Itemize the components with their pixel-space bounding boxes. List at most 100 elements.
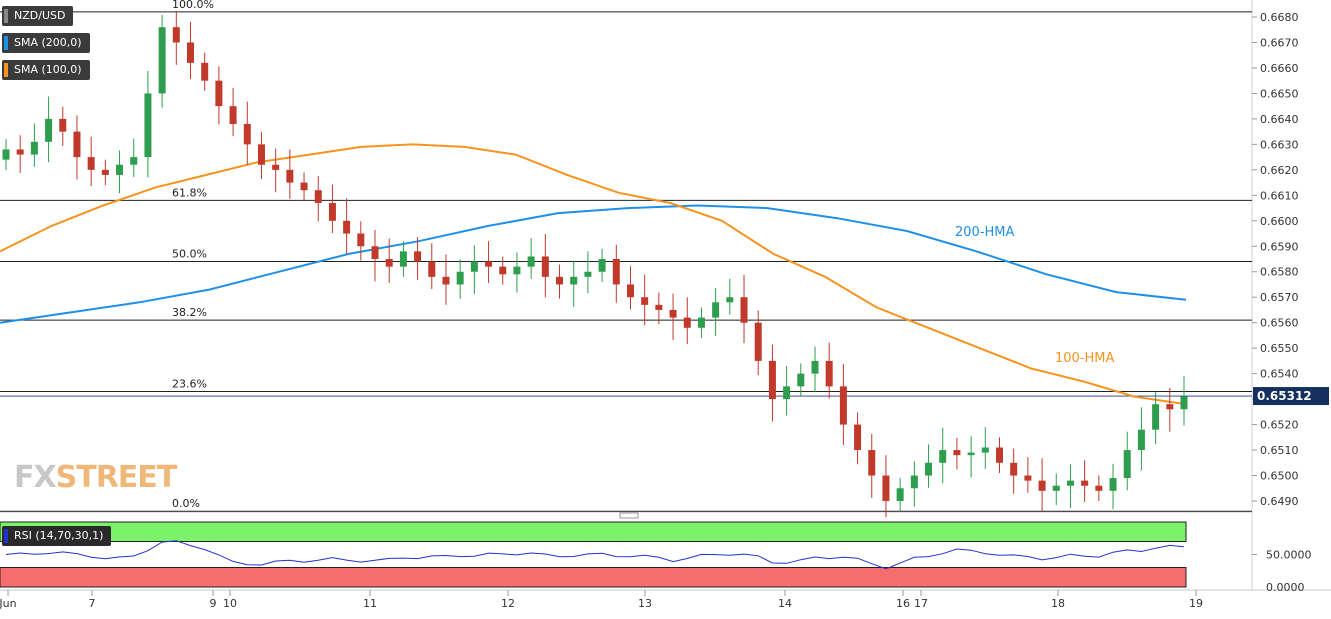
fib-level-label: 38.2% — [172, 306, 207, 319]
price-tick-label: 0.6520 — [1260, 419, 1299, 432]
price-tick-label: 0.6500 — [1260, 470, 1299, 483]
candle-body — [399, 251, 407, 267]
candle-body — [1152, 404, 1160, 430]
candle-body — [541, 256, 549, 277]
candle-body — [16, 149, 24, 155]
candle-body — [740, 297, 748, 323]
time-tick-label: 14 — [778, 597, 792, 610]
sma200-swatch — [4, 36, 8, 50]
candle-body — [1038, 480, 1046, 491]
symbol-tag[interactable]: NZD/USD — [2, 6, 74, 26]
price-tick-label: 0.6510 — [1260, 444, 1299, 457]
hma200-line — [0, 204, 1187, 324]
rsi-overbought-zone — [0, 521, 1187, 542]
candle-body — [683, 317, 691, 328]
rsi-tick-label: 0.0000 — [1266, 581, 1305, 594]
candle-body — [328, 202, 336, 221]
fxstreet-logo: FXSTREET — [14, 460, 177, 495]
candle-body — [343, 220, 351, 234]
candle-body — [257, 144, 265, 165]
candle-body — [882, 475, 890, 501]
candle-body — [2, 149, 10, 160]
candle-body — [641, 297, 649, 305]
rsi-label: RSI (14,70,30,1) — [14, 529, 104, 542]
candle-body — [144, 93, 152, 158]
candle-body — [101, 169, 109, 175]
candle-body — [896, 488, 904, 501]
candle-body — [697, 317, 705, 328]
current-price-badge — [1253, 387, 1329, 406]
candle-body — [59, 118, 67, 132]
candle-body — [385, 259, 393, 267]
symbol-swatch — [4, 9, 8, 23]
candle-body — [910, 475, 918, 489]
price-tick-label: 0.6600 — [1260, 215, 1299, 228]
rsi-swatch — [4, 529, 8, 543]
rsi-tick-label: 50.0000 — [1266, 549, 1312, 562]
candle-body — [967, 452, 975, 456]
sma200-tag[interactable]: SMA (200,0) — [2, 33, 90, 53]
price-tick-label: 0.6540 — [1260, 368, 1299, 381]
price-tick-label: 0.6560 — [1260, 317, 1299, 330]
sma100-swatch — [4, 63, 8, 77]
candle-body — [1081, 480, 1089, 486]
candle-body — [868, 450, 876, 476]
fib-level-label: 0.0% — [172, 497, 200, 510]
candle-body — [570, 276, 578, 285]
candle-body — [300, 182, 308, 191]
candles-group — [2, 10, 1188, 518]
candle-body — [925, 462, 933, 476]
candle-body — [939, 450, 947, 463]
candle-body — [783, 386, 791, 400]
candle-body — [1109, 478, 1117, 491]
candle-body — [839, 386, 847, 425]
candle-body — [1137, 429, 1145, 451]
time-tick-label: 11 — [363, 597, 377, 610]
candle-body — [456, 271, 464, 285]
candle-body — [243, 123, 251, 145]
candle-body — [754, 322, 762, 361]
candle-body — [1066, 480, 1074, 486]
candle-body — [1123, 450, 1131, 479]
candle-body — [428, 261, 436, 277]
candle-body — [669, 309, 677, 318]
price-tick-label: 0.6650 — [1260, 87, 1299, 100]
candle-body — [215, 80, 223, 107]
time-tick-label: 10 — [223, 597, 237, 610]
hma100-label: 100-HMA — [1055, 351, 1114, 366]
candle-body — [712, 302, 720, 318]
candle-body — [272, 164, 280, 170]
candle-body — [45, 118, 53, 142]
candle-body — [172, 27, 180, 43]
symbol-label: NZD/USD — [14, 9, 66, 22]
sma100-tag[interactable]: SMA (100,0) — [2, 60, 90, 80]
candle-body — [314, 190, 322, 203]
candle-body — [158, 27, 166, 94]
candle-body — [995, 447, 1003, 463]
time-tick-label: 9 — [210, 597, 217, 610]
fib-level-label: 100.0% — [172, 0, 214, 11]
candle-body — [1180, 396, 1188, 410]
candle-body — [73, 131, 81, 158]
rsi-tag[interactable]: RSI (14,70,30,1) — [2, 526, 112, 546]
candle-body — [286, 169, 294, 183]
candle-body — [1095, 485, 1103, 491]
candle-body — [116, 164, 124, 175]
candle-body — [87, 157, 95, 170]
price-tick-label: 0.6670 — [1260, 36, 1299, 49]
candle-body — [130, 157, 138, 165]
time-tick-label: 12 — [501, 597, 515, 610]
candle-body — [527, 256, 535, 267]
fib-level-label: 23.6% — [172, 377, 207, 390]
hma100-line — [0, 143, 1187, 406]
time-tick-label: 17 — [914, 597, 928, 610]
candle-body — [726, 297, 734, 303]
candle-body — [1052, 485, 1060, 491]
candle-body — [201, 62, 209, 81]
candle-body — [30, 141, 38, 155]
time-tick-label: 16 — [896, 597, 910, 610]
candle-body — [499, 266, 507, 275]
price-tick-label: 0.6630 — [1260, 138, 1299, 151]
price-tick-label: 0.6590 — [1260, 240, 1299, 253]
